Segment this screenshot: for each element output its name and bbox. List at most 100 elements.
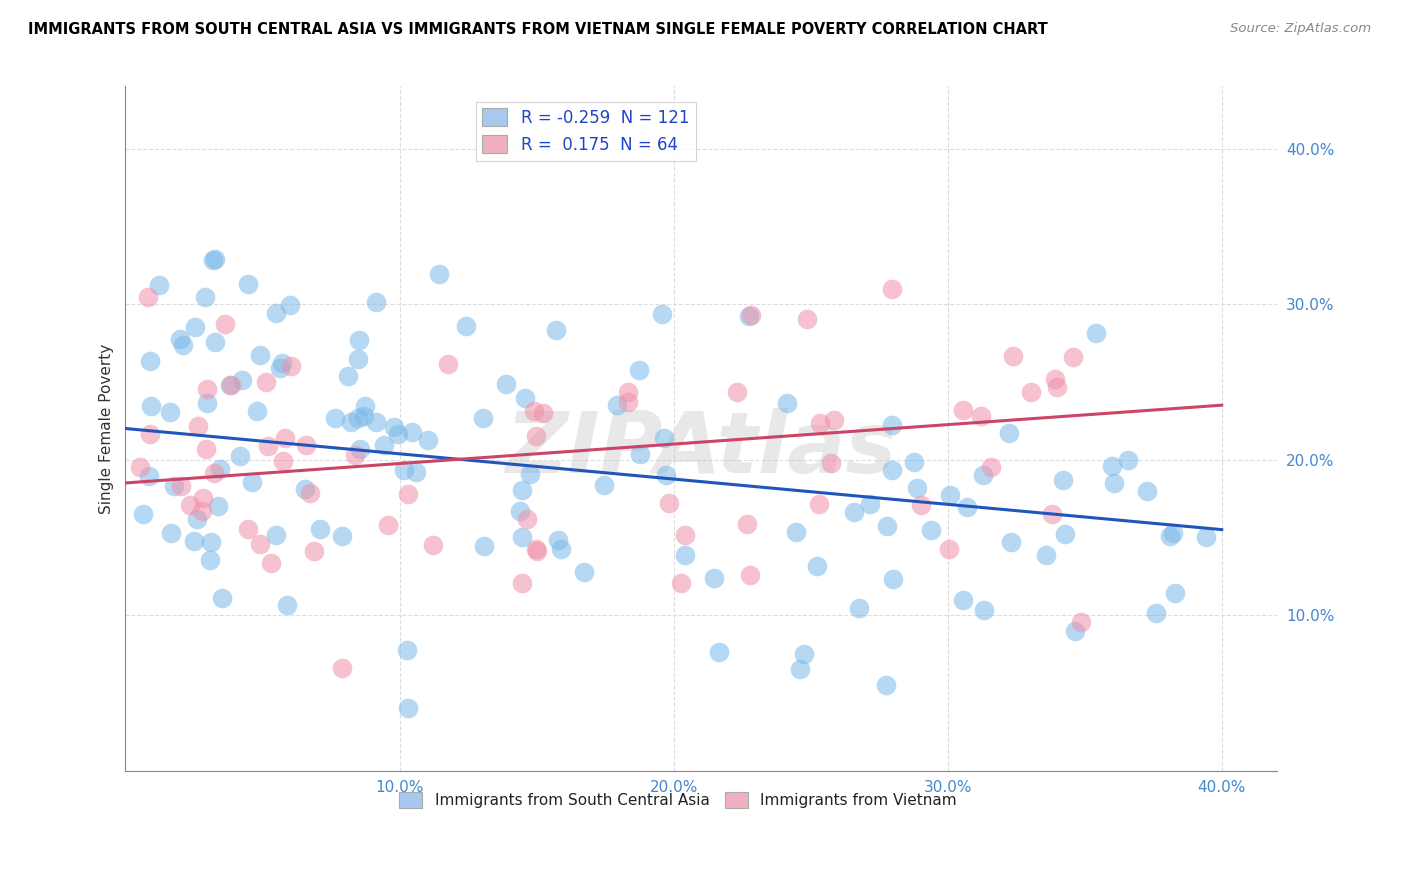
Point <box>387 427 409 442</box>
Point <box>876 518 898 533</box>
Point <box>238 522 260 536</box>
Point <box>191 491 214 505</box>
Point <box>214 317 236 331</box>
Point <box>673 528 696 542</box>
Text: ZIPAtlas: ZIPAtlas <box>505 408 897 491</box>
Point <box>515 391 537 405</box>
Point <box>1085 326 1108 340</box>
Point <box>1062 350 1084 364</box>
Point <box>294 438 316 452</box>
Point <box>254 375 277 389</box>
Point <box>1052 473 1074 487</box>
Point <box>394 463 416 477</box>
Point <box>938 541 960 556</box>
Point <box>998 426 1021 441</box>
Point <box>510 530 533 544</box>
Point <box>1070 615 1092 630</box>
Point <box>238 277 260 292</box>
Point <box>970 409 993 424</box>
Point <box>160 525 183 540</box>
Point <box>1163 585 1185 599</box>
Point <box>330 660 353 674</box>
Point <box>952 403 974 417</box>
Point <box>550 542 572 557</box>
Point <box>1161 525 1184 540</box>
Point <box>859 497 882 511</box>
Point <box>651 307 673 321</box>
Point <box>1040 507 1063 521</box>
Point <box>396 701 419 715</box>
Point <box>707 645 730 659</box>
Point <box>627 363 650 377</box>
Point <box>617 394 640 409</box>
Point <box>183 534 205 549</box>
Point <box>547 533 569 547</box>
Point <box>495 377 517 392</box>
Point <box>187 418 209 433</box>
Point <box>882 573 904 587</box>
Point <box>628 447 651 461</box>
Point <box>195 396 218 410</box>
Point <box>905 481 928 495</box>
Point <box>271 356 294 370</box>
Point <box>128 460 150 475</box>
Point <box>276 599 298 613</box>
Point <box>373 438 395 452</box>
Point <box>980 459 1002 474</box>
Point <box>138 290 160 304</box>
Point <box>219 377 242 392</box>
Point <box>938 488 960 502</box>
Point <box>184 320 207 334</box>
Point <box>366 415 388 429</box>
Point <box>875 677 897 691</box>
Point <box>472 410 495 425</box>
Point <box>617 384 640 399</box>
Point <box>544 323 567 337</box>
Point <box>655 467 678 482</box>
Legend: Immigrants from South Central Asia, Immigrants from Vietnam: Immigrants from South Central Asia, Immi… <box>394 786 963 814</box>
Point <box>510 576 533 591</box>
Point <box>377 518 399 533</box>
Point <box>170 479 193 493</box>
Point <box>260 556 283 570</box>
Point <box>1021 385 1043 400</box>
Point <box>472 539 495 553</box>
Point <box>725 384 748 399</box>
Point <box>842 505 865 519</box>
Point <box>1116 453 1139 467</box>
Point <box>1046 380 1069 394</box>
Y-axis label: Single Female Poverty: Single Female Poverty <box>100 343 114 514</box>
Point <box>202 252 225 267</box>
Point <box>880 463 903 477</box>
Point <box>139 399 162 413</box>
Point <box>274 431 297 445</box>
Point <box>776 396 799 410</box>
Point <box>323 411 346 425</box>
Point <box>807 497 830 511</box>
Point <box>395 642 418 657</box>
Point <box>132 507 155 521</box>
Point <box>405 465 427 479</box>
Point <box>793 647 815 661</box>
Point <box>349 442 371 456</box>
Point <box>820 456 842 470</box>
Point <box>278 298 301 312</box>
Point <box>163 479 186 493</box>
Point <box>524 541 547 556</box>
Point <box>204 252 226 266</box>
Point <box>139 426 162 441</box>
Point <box>299 486 322 500</box>
Point <box>194 442 217 456</box>
Point <box>574 565 596 579</box>
Point <box>1102 476 1125 491</box>
Point <box>436 357 458 371</box>
Point <box>347 352 370 367</box>
Point <box>204 335 226 350</box>
Point <box>738 309 761 323</box>
Point <box>336 368 359 383</box>
Point <box>903 455 925 469</box>
Point <box>531 406 554 420</box>
Point <box>880 282 903 296</box>
Point <box>524 429 547 443</box>
Point <box>973 603 995 617</box>
